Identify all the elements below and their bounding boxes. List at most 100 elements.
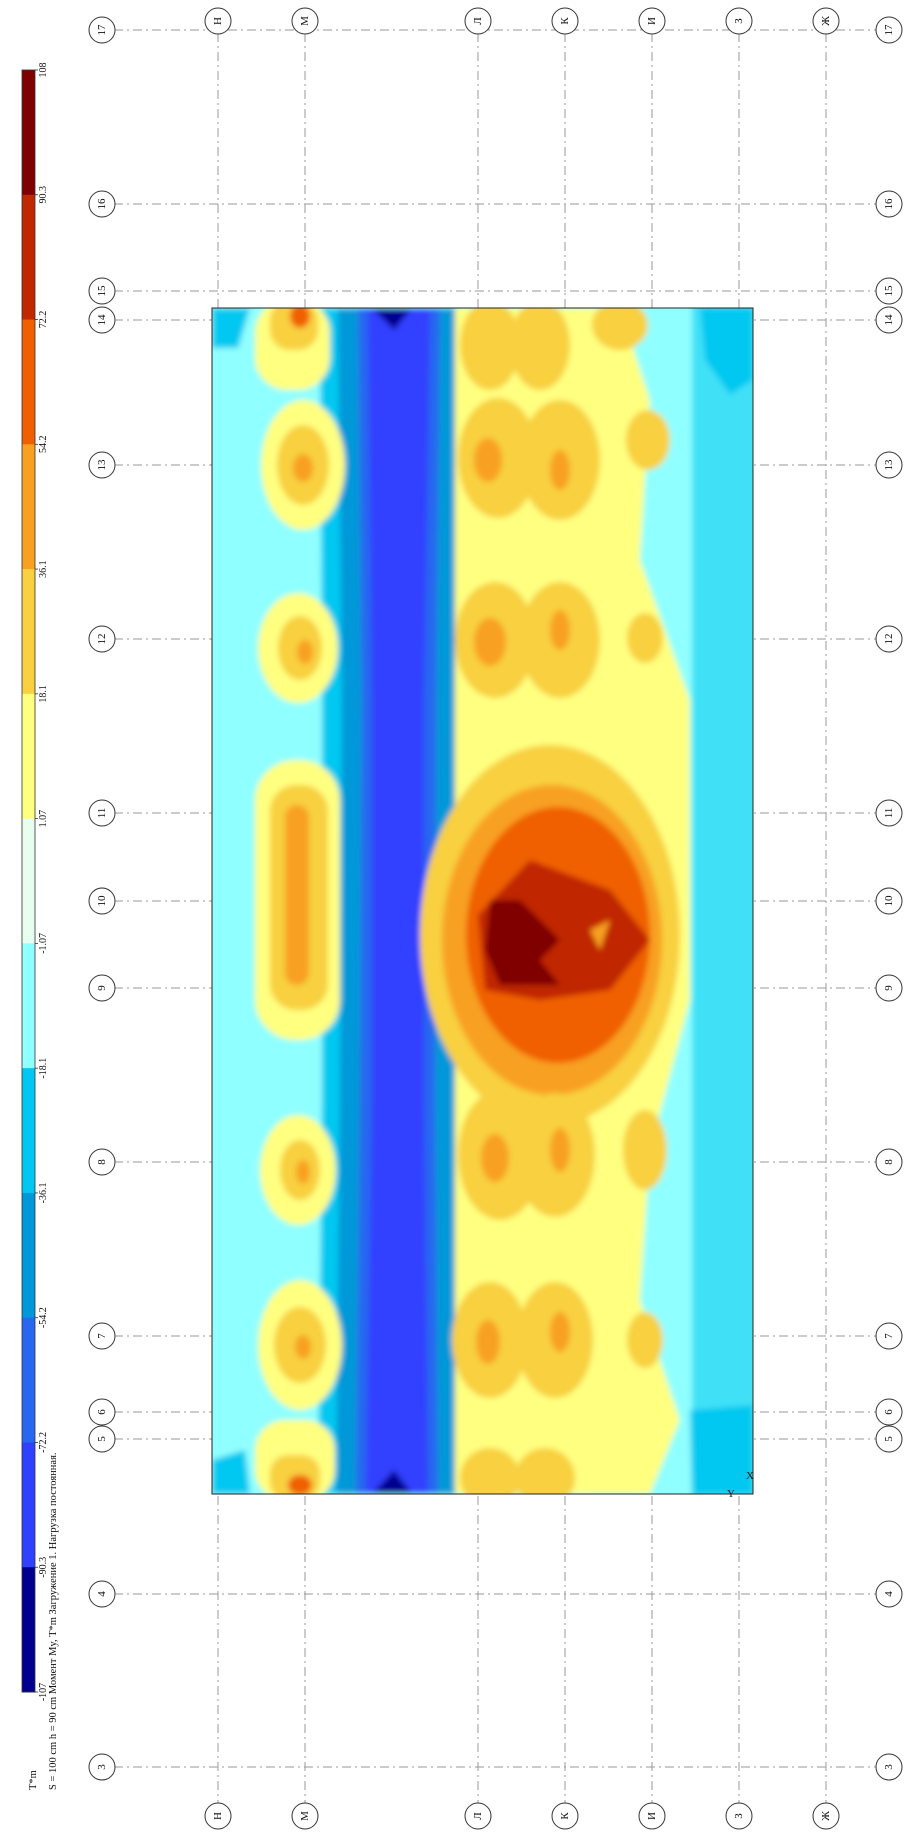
- axis-bubble-К: К: [551, 1802, 579, 1830]
- legend-value: 90.3: [38, 186, 49, 204]
- axis-bubble-label: Н: [212, 1812, 224, 1820]
- legend-swatch: [22, 1442, 35, 1568]
- axis-bubble-10: 10: [88, 887, 116, 915]
- axis-bubble-label: 8: [883, 1159, 895, 1165]
- contour-right-strip: [692, 308, 753, 1494]
- color-scale-labels: 108 90.3 72.2 54.2 36.1 18.1 1.07 -1.07 -18.1 -36…: [35, 63, 49, 1701]
- axis-bubble-label: 7: [883, 1333, 895, 1339]
- diagram-caption: S = 100 cm h = 90 cm Момент My, T*m Загр…: [48, 1452, 59, 1790]
- axis-bubble-11: 11: [88, 799, 116, 827]
- axis-bubble-10: 10: [875, 887, 903, 915]
- axis-bubble-9: 9: [875, 974, 903, 1002]
- numbered-axis-labels-right: 3 4 5 6 7 8 9 10 11 12 13 14 15 16 17: [875, 16, 903, 1781]
- contour-left-pocket: [212, 308, 250, 348]
- axis-bubble-17: 17: [875, 16, 903, 44]
- legend-swatch: [22, 569, 35, 695]
- axis-bubble-label: 10: [883, 895, 895, 907]
- axis-bubble-9: 9: [88, 974, 116, 1002]
- axis-bubble-Ж: Ж: [812, 1802, 840, 1830]
- y-axis-mark: Y: [727, 1488, 735, 1500]
- legend-swatch: [22, 693, 35, 820]
- right-lobes-lower: [452, 1090, 667, 1494]
- color-scale-legend: [21, 69, 36, 1693]
- local-axes-marker: Y X: [727, 1470, 754, 1500]
- axis-bubble-label: 3: [883, 1764, 895, 1770]
- axis-bubble-label: 10: [96, 895, 108, 907]
- contour-right-pocket: [700, 308, 753, 395]
- legend-value: -18.1: [38, 1058, 49, 1079]
- axis-bubble-7: 7: [875, 1322, 903, 1350]
- axis-bubble-Н: Н: [204, 7, 232, 35]
- axis-bubble-label: К: [559, 17, 571, 25]
- axis-bubble-label: 7: [96, 1333, 108, 1339]
- legend-frame: [21, 69, 36, 1693]
- axis-bubble-label: 4: [883, 1591, 895, 1597]
- axis-bubble-label: И: [646, 1812, 658, 1820]
- axis-bubble-label: 5: [883, 1436, 895, 1442]
- contour-right-pocket: [690, 1405, 753, 1494]
- axis-bubble-label: Ж: [820, 16, 832, 26]
- axis-bubble-З: З: [725, 7, 753, 35]
- axis-bubble-label: 13: [883, 459, 895, 471]
- axis-bubble-label: 14: [883, 314, 895, 326]
- axis-bubble-6: 6: [875, 1398, 903, 1426]
- axis-bubble-label: 12: [883, 634, 895, 645]
- numbered-axis-labels-left: 3 4 5 6 7 8 9 10 11 12 13 14 15 16 17: [88, 16, 116, 1781]
- left-lobes: [255, 308, 345, 1494]
- axis-bubble-label: М: [299, 1811, 311, 1821]
- axis-bubble-М: М: [291, 1802, 319, 1830]
- axis-bubble-label: 4: [96, 1591, 108, 1597]
- axis-bubble-З: З: [725, 1802, 753, 1830]
- legend-value: -72.2: [38, 1432, 49, 1453]
- legend-swatch: [22, 194, 35, 321]
- axis-bubble-label: М: [299, 16, 311, 26]
- axis-bubble-label: Л: [472, 1812, 484, 1820]
- legend-value: 18.1: [38, 685, 49, 703]
- axis-bubble-label: 6: [883, 1409, 895, 1415]
- axis-bubble-label: И: [646, 17, 658, 25]
- contour-band-peak: [372, 1470, 412, 1494]
- axis-bubble-8: 8: [88, 1148, 116, 1176]
- legend-value: -36.1: [38, 1183, 49, 1204]
- axis-bubble-3: 3: [875, 1753, 903, 1781]
- axis-bubble-3: 3: [88, 1753, 116, 1781]
- legend-swatch: [22, 1317, 35, 1443]
- right-lobes: [455, 308, 670, 698]
- axis-bubble-И: И: [638, 1802, 666, 1830]
- axis-bubble-Н: Н: [204, 1802, 232, 1830]
- legend-value: 108: [38, 63, 49, 78]
- axis-bubble-15: 15: [875, 277, 903, 305]
- legend-value: -90.3: [38, 1557, 49, 1578]
- legend-swatch: [22, 444, 35, 570]
- axis-bubble-8: 8: [875, 1148, 903, 1176]
- legend-swatch: [22, 1567, 35, 1693]
- axis-bubble-И: И: [638, 7, 666, 35]
- legend-swatch: [22, 319, 35, 445]
- axis-bubble-label: 9: [96, 985, 108, 991]
- axis-bubble-12: 12: [875, 625, 903, 653]
- axis-bubble-13: 13: [88, 451, 116, 479]
- axis-bubble-label: Н: [212, 17, 224, 25]
- scale-unit-label: T*m: [28, 1770, 39, 1790]
- x-axis-mark: X: [746, 1470, 754, 1482]
- axis-bubble-label: К: [559, 1812, 571, 1820]
- contour-left-pocket: [212, 1450, 250, 1494]
- axis-bubble-Ж: Ж: [812, 7, 840, 35]
- axis-bubble-label: 11: [883, 808, 895, 819]
- axis-bubble-label: 11: [96, 808, 108, 819]
- axis-bubble-label: 14: [96, 314, 108, 326]
- axis-bubble-К: К: [551, 7, 579, 35]
- axis-bubble-label: 15: [96, 285, 108, 297]
- axis-bubble-15: 15: [88, 277, 116, 305]
- axis-bubble-label: 6: [96, 1409, 108, 1415]
- legend-swatch: [22, 70, 35, 196]
- axis-bubble-label: 17: [96, 24, 108, 36]
- axis-bubble-label: 5: [96, 1436, 108, 1442]
- axis-bubble-5: 5: [875, 1425, 903, 1453]
- legend-swatch: [22, 818, 35, 944]
- axis-bubble-label: 8: [96, 1159, 108, 1165]
- axis-bubble-label: 3: [96, 1764, 108, 1770]
- axis-bubble-13: 13: [875, 451, 903, 479]
